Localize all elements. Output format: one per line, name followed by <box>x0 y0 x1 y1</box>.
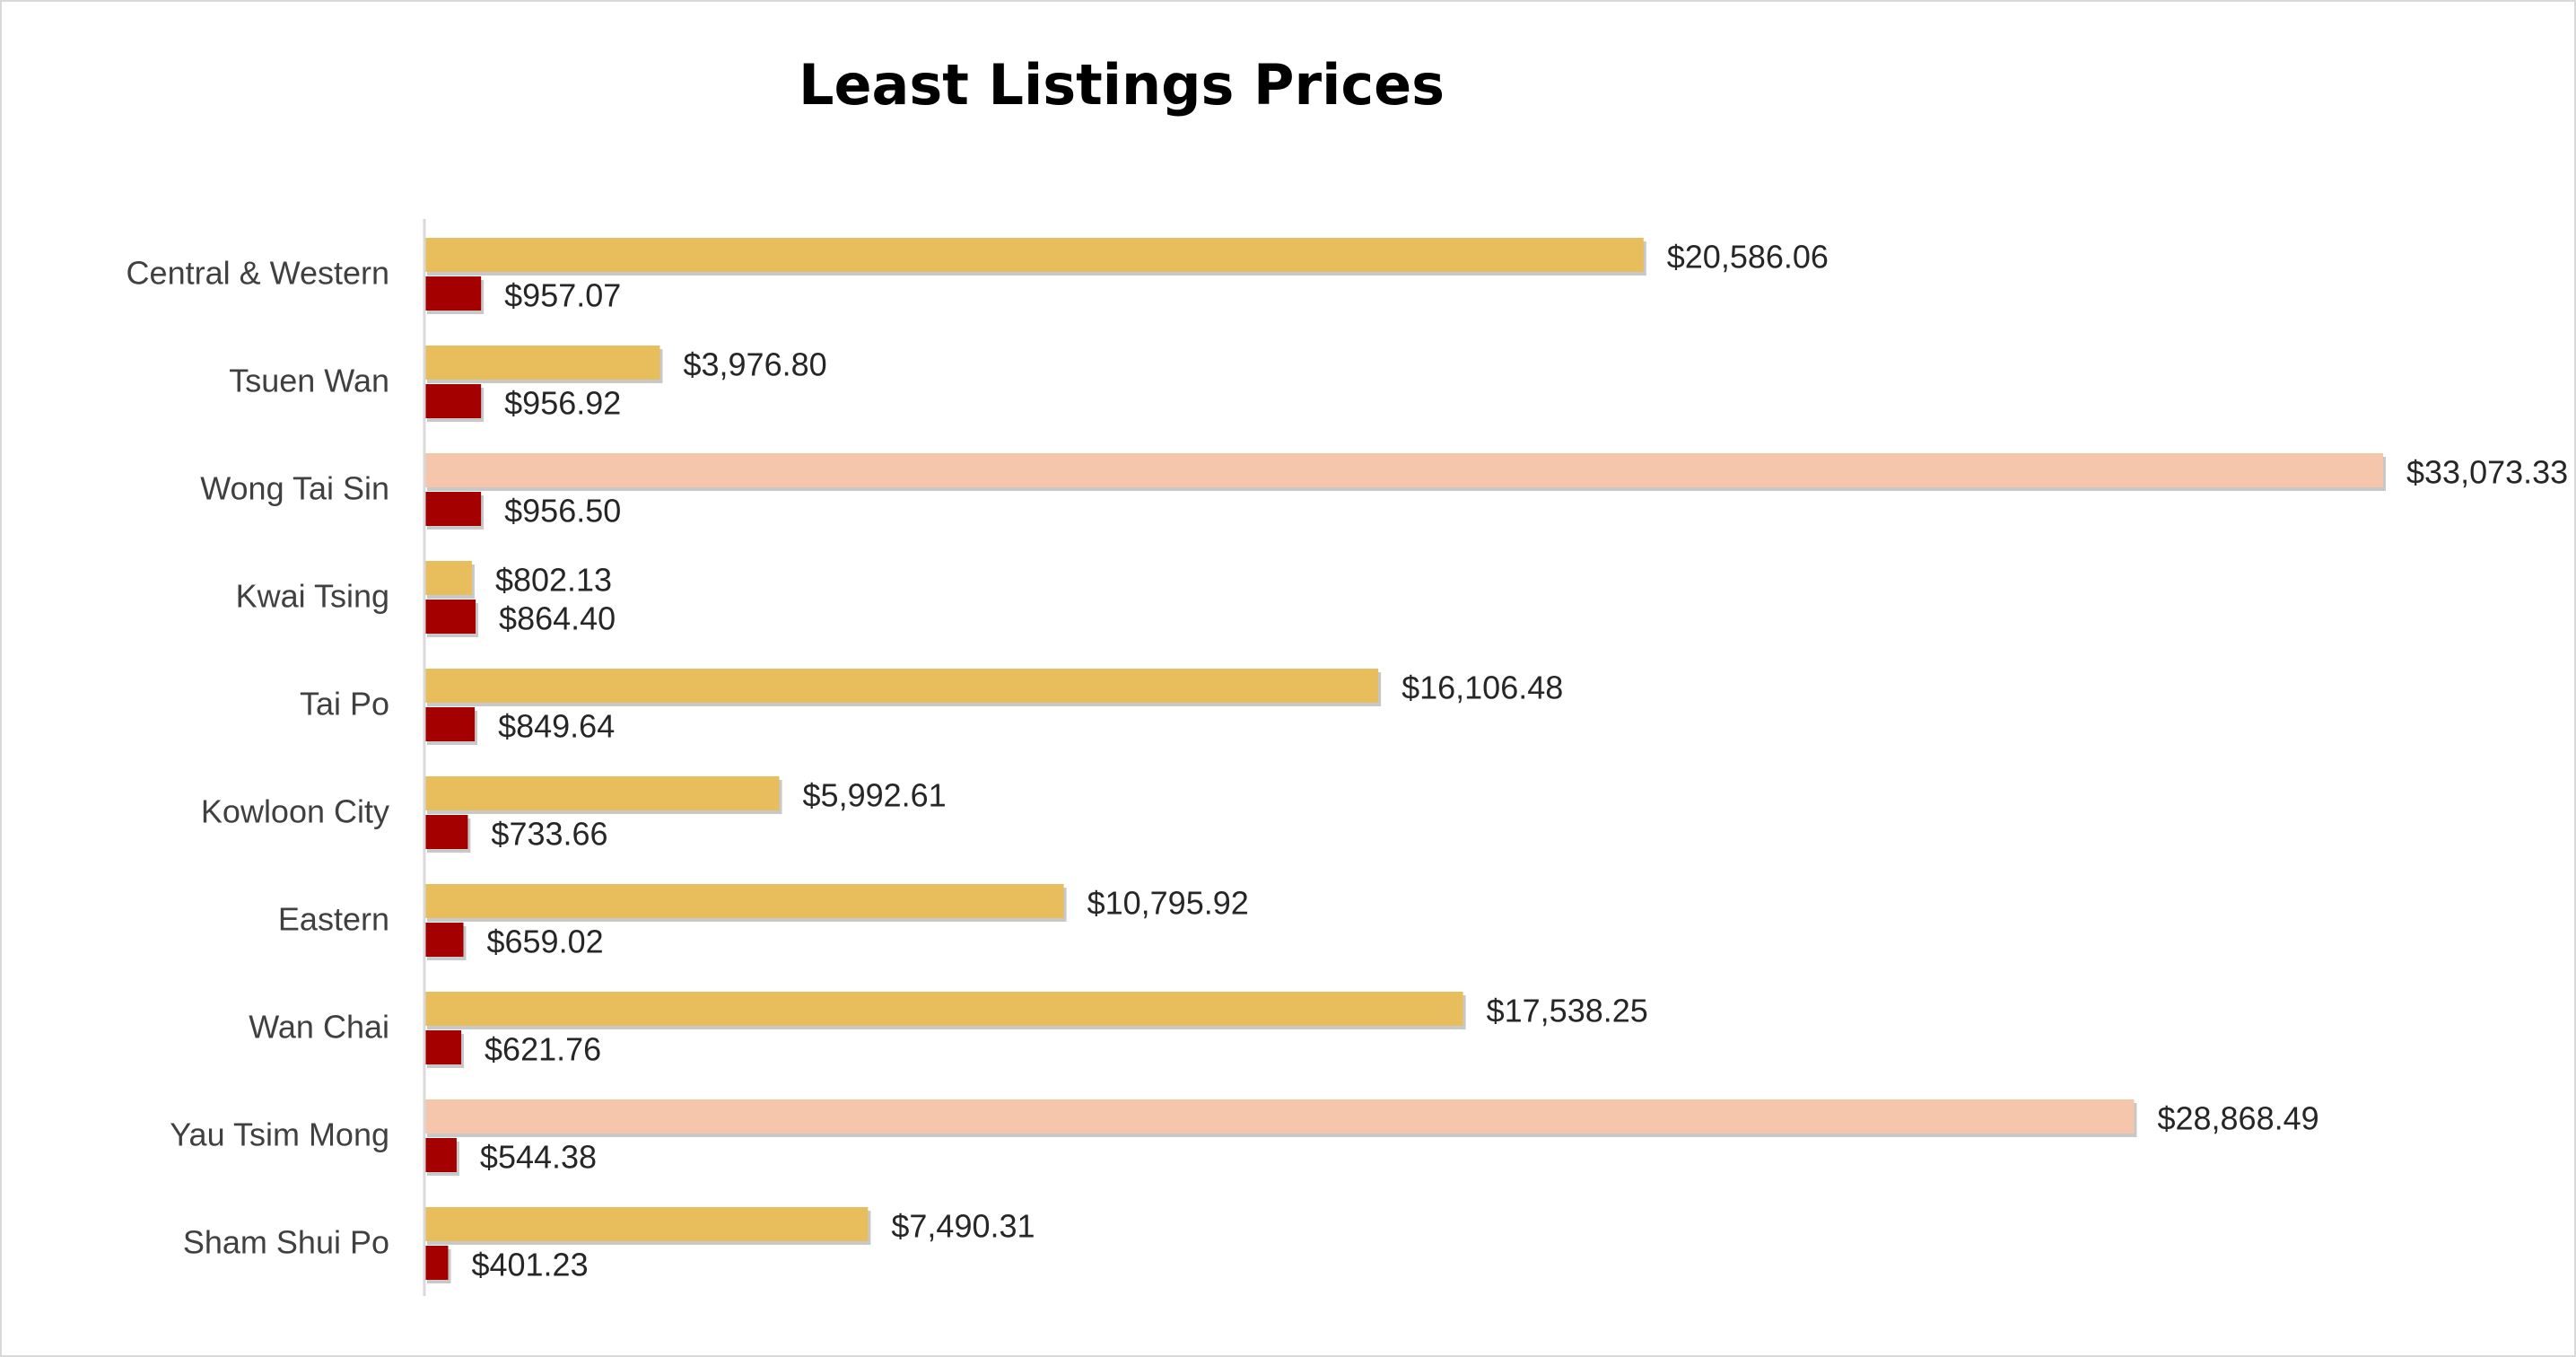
data-label: $956.50 <box>504 493 621 530</box>
bar-price-sham-shui-po <box>424 1207 869 1241</box>
bar-least-price-central-western <box>424 276 482 311</box>
category-label-central-western: Central & Western <box>127 255 389 292</box>
data-label: $659.02 <box>486 924 603 960</box>
category-label-sham-shui-po: Sham Shui Po <box>183 1224 389 1261</box>
bar-least-price-wan-chai <box>424 1030 462 1064</box>
bar-least-price-tai-po <box>424 707 476 741</box>
data-label: $28,868.49 <box>2157 1100 2318 1137</box>
bar-least-price-wong-tai-sin <box>424 492 482 526</box>
bar-price-yau-tsim-mong <box>424 1099 2135 1134</box>
data-label: $733.66 <box>491 816 607 853</box>
bar-price-eastern <box>424 884 1064 918</box>
data-label: $401.23 <box>471 1247 588 1283</box>
category-label-kwai-tsing: Kwai Tsing <box>236 578 389 615</box>
chart-title: Least Listings Prices <box>798 52 1445 118</box>
category-label-wan-chai: Wan Chai <box>249 1009 389 1046</box>
category-label-tsuen-wan: Tsuen Wan <box>229 363 389 399</box>
bar-least-price-yau-tsim-mong <box>424 1138 457 1172</box>
bar-price-kwai-tsing <box>424 561 472 595</box>
bar-price-wong-tai-sin <box>424 453 2383 487</box>
data-label: $16,106.48 <box>1402 670 1563 706</box>
category-label-eastern: Eastern <box>278 901 389 938</box>
data-label: $17,538.25 <box>1487 993 1648 1029</box>
data-label: $5,992.61 <box>803 777 947 814</box>
bar-price-tai-po <box>424 669 1379 703</box>
data-label: $3,976.80 <box>683 346 826 383</box>
data-label: $621.76 <box>485 1031 601 1068</box>
bar-price-tsuen-wan <box>424 346 660 380</box>
data-label: $956.92 <box>504 385 621 422</box>
bar-least-price-sham-shui-po <box>424 1246 449 1280</box>
labels-layer: Central & Western $20,586.06 $957.07 Tsuen … <box>127 239 2569 1283</box>
data-label: $7,490.31 <box>891 1208 1035 1245</box>
bar-least-price-kwai-tsing <box>424 600 476 634</box>
data-label: $864.40 <box>499 600 616 637</box>
data-label: $33,073.33 <box>2406 454 2568 491</box>
bar-price-wan-chai <box>424 992 1463 1026</box>
category-label-yau-tsim-mong: Yau Tsim Mong <box>170 1116 389 1153</box>
data-label: $10,795.92 <box>1087 885 1249 922</box>
bars-layer <box>424 238 2386 1283</box>
data-label: $20,586.06 <box>1667 239 1829 276</box>
bar-price-kowloon-city <box>424 776 780 810</box>
category-label-wong-tai-sin: Wong Tai Sin <box>200 470 389 507</box>
data-label: $544.38 <box>480 1139 597 1176</box>
bar-least-price-eastern <box>424 923 464 957</box>
data-label: $957.07 <box>504 277 621 314</box>
bar-price-central-western <box>424 238 1644 272</box>
data-label: $802.13 <box>495 562 612 599</box>
bar-least-price-kowloon-city <box>424 815 468 849</box>
category-label-tai-po: Tai Po <box>300 686 389 722</box>
category-label-kowloon-city: Kowloon City <box>201 793 389 830</box>
bar-least-price-tsuen-wan <box>424 384 482 418</box>
data-label: $849.64 <box>498 708 615 745</box>
